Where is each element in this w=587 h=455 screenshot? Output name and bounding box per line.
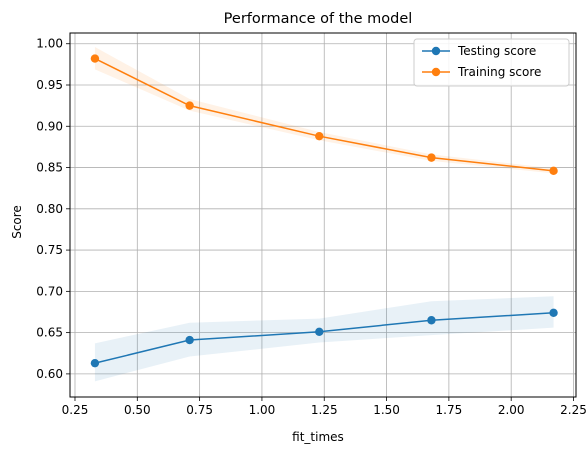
- x-tick-label: 1.75: [436, 403, 463, 417]
- axis-ticks: 0.25 0.50 0.75 1.00 1.25 1.50 1.75 2.00 2.25 0.60…: [36, 37, 587, 417]
- y-tick-label: 0.75: [36, 243, 63, 257]
- training-score-point: [549, 166, 558, 176]
- x-tick-label: 1.00: [249, 403, 276, 417]
- x-tick-label: 1.50: [373, 403, 400, 417]
- y-tick-label: 0.70: [36, 284, 63, 298]
- x-tick-label: 0.75: [186, 403, 213, 417]
- chart-title: Performance of the model: [224, 11, 413, 27]
- x-axis-label: fit_times: [292, 430, 344, 444]
- y-tick-label: 0.60: [36, 367, 63, 381]
- plot-area-frame: [69, 32, 577, 398]
- x-tick-label: 0.50: [124, 403, 151, 417]
- x-tick-label: 0.25: [62, 403, 89, 417]
- series-markers: [90, 54, 558, 368]
- testing-score-point: [185, 335, 194, 345]
- x-tick-label: 2.25: [560, 403, 587, 417]
- legend-box: [413, 38, 570, 87]
- legend-testing-score-marker: [431, 46, 441, 56]
- training-score-point: [90, 54, 100, 63]
- x-tick-label: 1.25: [311, 403, 338, 417]
- testing-score-point: [549, 308, 558, 318]
- legend-testing-score-label: Testing score: [457, 44, 536, 58]
- testing-score-point: [427, 316, 436, 325]
- y-tick-label: 0.95: [36, 78, 63, 92]
- training-score-point: [427, 153, 436, 162]
- training-score-point: [315, 131, 324, 141]
- testing-score-band: [94, 296, 554, 382]
- y-tick-label: 1.00: [36, 37, 63, 51]
- legend-training-score-marker: [431, 67, 441, 77]
- y-tick-label: 0.90: [36, 119, 63, 133]
- legend: Testing score Training score: [413, 38, 570, 87]
- y-tick-label: 0.65: [36, 326, 63, 340]
- y-axis-label: Score: [10, 205, 24, 239]
- testing-score-point: [90, 358, 100, 368]
- testing-score-point: [315, 327, 324, 336]
- y-tick-label: 0.80: [36, 202, 63, 216]
- y-tick-label: 0.85: [36, 161, 63, 175]
- confidence-bands: [94, 47, 554, 382]
- x-tick-label: 2.00: [498, 403, 525, 417]
- training-score-point: [185, 101, 194, 110]
- legend-training-score-label: Training score: [457, 65, 541, 79]
